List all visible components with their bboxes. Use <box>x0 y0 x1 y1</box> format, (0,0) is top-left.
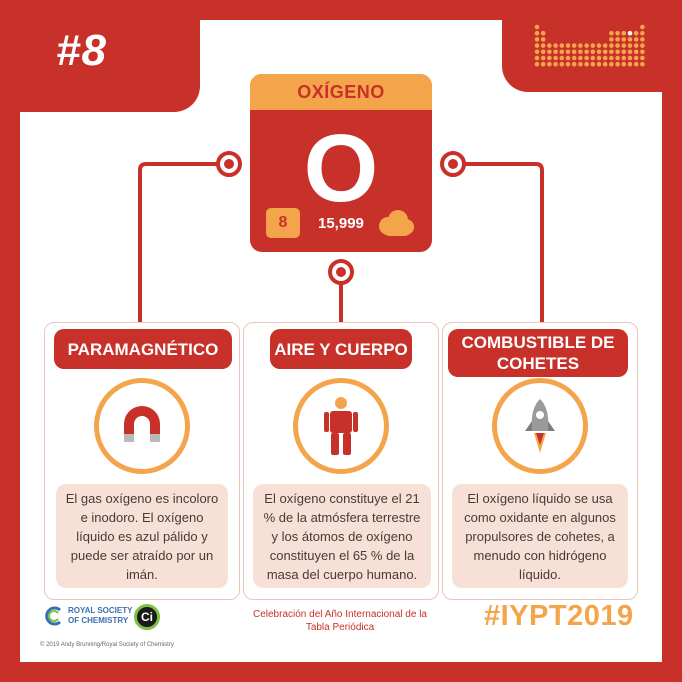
ci-logo: Ci <box>134 604 160 630</box>
periodic-table-icon <box>534 24 645 67</box>
title-air-body: AIRE Y CUERPO <box>270 329 412 369</box>
atomic-number: 8 <box>266 208 300 238</box>
rsc-logo-icon <box>45 606 61 626</box>
element-name: OXÍGENO <box>297 81 385 102</box>
magnet-icon <box>124 406 160 442</box>
rsc-logo-text: ROYAL SOCIETY OF CHEMISTRY <box>68 606 133 625</box>
description-air-body: El oxígeno constituye el 21 % de la atmó… <box>253 484 431 588</box>
element-card: OXÍGENO O 8 15,999 <box>250 74 432 252</box>
icon-circle-paramagnetic <box>94 378 190 474</box>
number-tab <box>20 20 200 112</box>
element-symbol: O <box>303 115 379 222</box>
title-rocket-fuel: COMBUSTIBLE DE COHETES <box>448 329 628 377</box>
description-rocket-fuel: El oxígeno líquido se usa como oxidante … <box>452 484 628 588</box>
celebration-text: Celebración del Año Internacional de la … <box>252 609 427 633</box>
element-number: #8 <box>56 26 107 75</box>
title-paramagnetic: PARAMAGNÉTICO <box>54 329 232 369</box>
icon-circle-air-body <box>293 378 389 474</box>
element-card-header: OXÍGENO <box>250 74 432 110</box>
gas-cloud-icon <box>379 210 414 236</box>
icon-circle-rocket-fuel <box>492 378 588 474</box>
hashtag: #IYPT2019 <box>484 600 634 632</box>
description-paramagnetic: El gas oxígeno es incoloro e inodoro. El… <box>56 484 228 588</box>
atomic-mass: 15,999 <box>318 215 364 232</box>
rsc-logo: ROYAL SOCIETY OF CHEMISTRY <box>44 606 134 626</box>
human-body-icon <box>324 397 358 455</box>
rocket-icon <box>525 399 555 453</box>
copyright-text: © 2019 Andy Brunning/Royal Society of Ch… <box>40 642 174 648</box>
